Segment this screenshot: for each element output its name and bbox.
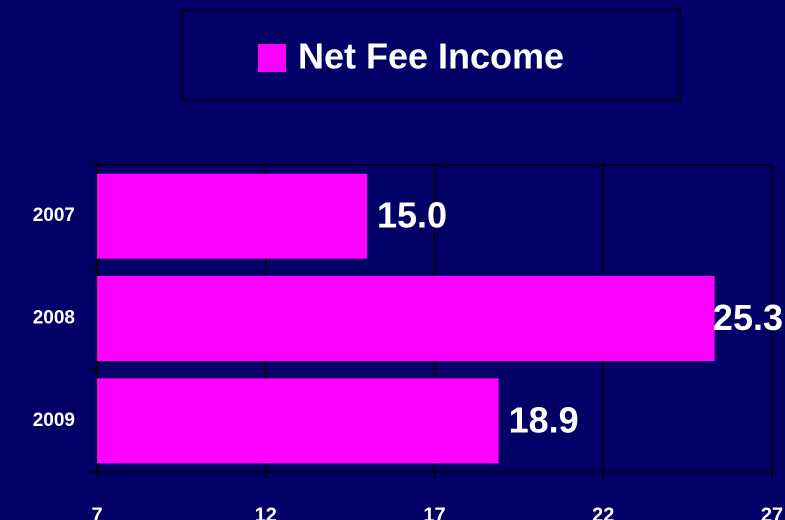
x-tick-label: 17 xyxy=(423,504,445,520)
x-tick-label: 22 xyxy=(592,504,614,520)
x-tick-label: 27 xyxy=(761,504,783,520)
value-label: 15.0 xyxy=(377,195,447,236)
bar xyxy=(97,173,367,259)
legend-swatch xyxy=(258,44,286,72)
y-tick-label: 2008 xyxy=(33,308,75,329)
y-tick-label: 2009 xyxy=(33,410,75,431)
value-label: 18.9 xyxy=(509,399,579,440)
x-tick-label: 7 xyxy=(91,504,102,520)
x-tick-label: 12 xyxy=(255,504,277,520)
legend-label: Net Fee Income xyxy=(298,36,564,77)
bar xyxy=(97,378,499,464)
legend-box xyxy=(181,9,681,101)
y-tick-label: 2007 xyxy=(33,205,75,226)
bar xyxy=(97,276,715,361)
value-label: 25.3 xyxy=(713,297,783,338)
